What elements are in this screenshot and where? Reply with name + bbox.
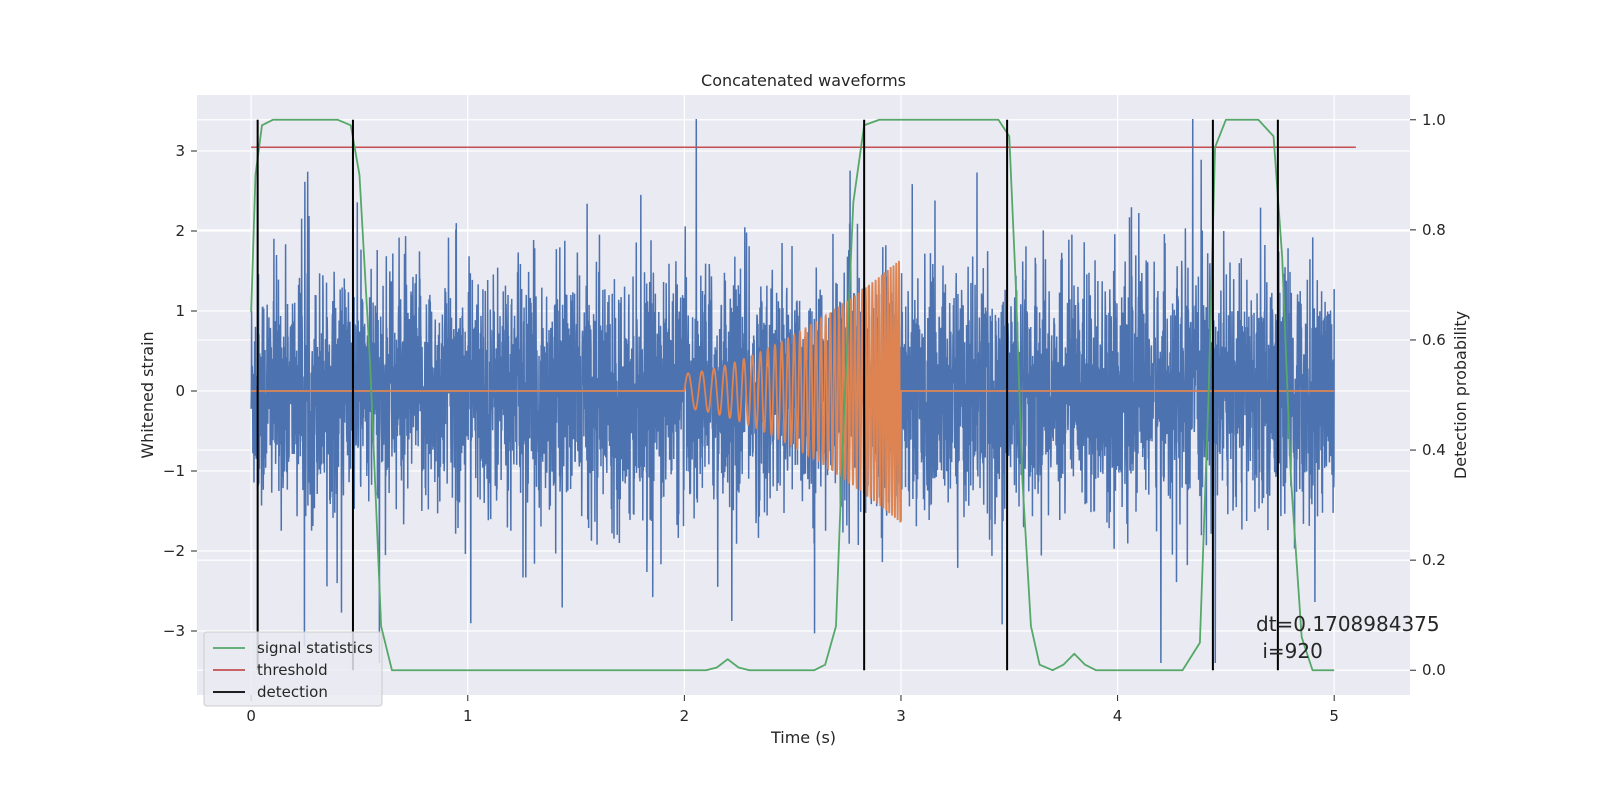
chart-title: Concatenated waveforms bbox=[701, 71, 906, 90]
y2-tick-label: 1.0 bbox=[1422, 111, 1446, 129]
y2-axis-title: Detection probability bbox=[1451, 311, 1470, 479]
y-tick-label: 0 bbox=[175, 382, 185, 400]
x-tick-label: 3 bbox=[896, 707, 906, 725]
y-axis-title: Whitened strain bbox=[138, 331, 157, 458]
signal-statistics-line bbox=[250, 118, 1335, 672]
y2-tick-label: 0.6 bbox=[1422, 331, 1446, 349]
x-tick-label: 4 bbox=[1113, 707, 1123, 725]
annotation-i: i=920 bbox=[1256, 639, 1323, 663]
legend-box bbox=[203, 631, 383, 707]
x-tick-label: 1 bbox=[463, 707, 473, 725]
legend: signal statistics threshold detection bbox=[203, 631, 383, 707]
x-tick-label: 2 bbox=[680, 707, 690, 725]
y-tick-label: −1 bbox=[163, 462, 185, 480]
data-layer bbox=[250, 118, 1356, 672]
y2-tick-label: 0.0 bbox=[1422, 661, 1446, 679]
x-axis-title: Time (s) bbox=[770, 728, 836, 747]
ticks: 0 1 2 3 4 5 −3 −2 −1 0 1 2 3 0.0 0.2 0.4 0.6 0.8 1.0 bbox=[163, 111, 1446, 725]
legend-label-detection: detection bbox=[257, 683, 328, 701]
y-tick-label: 1 bbox=[175, 302, 185, 320]
y2-tick-label: 0.2 bbox=[1422, 551, 1446, 569]
x-tick-label: 5 bbox=[1329, 707, 1339, 725]
annotation-dt: dt=0.1708984375 bbox=[1256, 612, 1440, 636]
y-tick-label: 2 bbox=[175, 222, 185, 240]
legend-label-threshold: threshold bbox=[257, 661, 328, 679]
y2-tick-label: 0.8 bbox=[1422, 221, 1446, 239]
x-tick-label: 0 bbox=[246, 707, 256, 725]
y-tick-label: −2 bbox=[163, 542, 185, 560]
y-tick-label: −3 bbox=[163, 622, 185, 640]
y-tick-label: 3 bbox=[175, 142, 185, 160]
legend-label-signal-statistics: signal statistics bbox=[257, 639, 373, 657]
y2-tick-label: 0.4 bbox=[1422, 441, 1446, 459]
